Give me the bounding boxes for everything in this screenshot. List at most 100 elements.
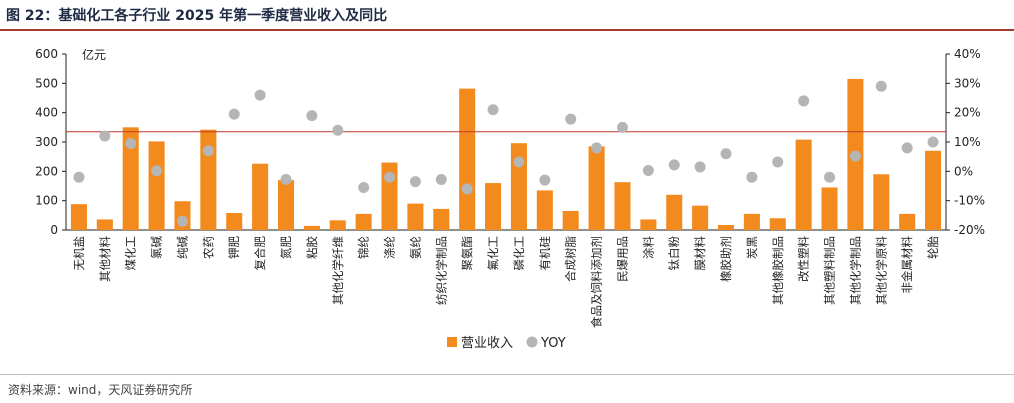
category-label: 氟化工 [486,236,500,271]
yoy-point [591,142,603,154]
yoy-point [875,80,887,92]
revenue-bar [536,190,553,230]
left-tick-label: 500 [35,76,58,90]
yoy-point [824,171,836,183]
revenue-bar [303,225,320,230]
category-label: 食品及饲料添加剂 [590,236,604,328]
category-label: 粘胶 [305,236,319,259]
category-label: 膜材料 [693,236,707,271]
right-tick-label: -10% [954,194,985,208]
left-tick-label: 300 [35,135,58,149]
left-tick-label: 200 [35,164,58,178]
yoy-point [228,108,240,120]
category-label: 农药 [201,236,215,259]
category-label: 氯碱 [150,236,164,259]
revenue-bar [148,141,165,230]
yoy-point [73,171,85,183]
revenue-bar [769,218,786,230]
source-divider [0,374,1014,375]
revenue-bar [717,225,735,230]
yoy-point [565,113,577,125]
category-label: 其他橡胶制品 [771,236,785,305]
category-label: 其他化学纤维 [331,236,345,305]
category-label: 聚氨酯 [460,236,474,271]
yoy-point [668,159,680,171]
category-label: 涂料 [641,236,655,259]
revenue-bar [692,205,709,230]
revenue-bar [666,194,683,230]
yoy-point [746,171,758,183]
yoy-point [151,165,163,177]
revenue-bar [510,143,527,230]
category-label: 涤纶 [383,236,397,259]
category-label: 其他塑料制品 [823,236,837,305]
category-label: 氮肥 [279,236,293,259]
category-label: 纺织化学制品 [434,236,448,305]
legend-yoy-swatch [526,336,538,348]
revenue-bar [459,88,476,230]
revenue-bar [407,203,424,230]
left-tick-label: 400 [35,106,58,120]
yoy-point [927,136,939,148]
yoy-point [616,121,628,133]
yoy-point [332,124,344,136]
chart-title: 图 22：基础化工各子行业 2025 年第一季度营业收入及同比 [6,8,388,24]
yoy-point [513,156,525,168]
category-label: 民爆用品 [615,236,629,282]
yoy-point [772,156,784,168]
revenue-bar [588,146,605,230]
yoy-point [798,95,810,107]
revenue-bar [226,212,243,230]
yoy-point [539,174,551,186]
yoy-point [694,161,706,173]
category-label: 氨纶 [408,236,422,259]
yoy-point [202,145,214,157]
right-tick-label: 0% [954,164,973,178]
category-label: 其他化学原料 [874,236,888,305]
yoy-point [358,181,370,193]
category-label: 钾肥 [227,236,241,259]
right-tick-label: 10% [954,135,981,149]
revenue-bar [329,220,346,230]
revenue-bar [485,183,502,230]
revenue-bar [795,139,812,230]
category-label: 无机盐 [72,236,86,271]
legend-yoy-label: YOY [540,336,566,351]
yoy-point [280,174,292,186]
revenue-bar [252,163,269,230]
source-note: 资料来源：wind，天风证券研究所 [8,383,193,397]
yoy-point [99,130,111,142]
yoy-point [409,176,421,188]
category-label: 非金属材料 [900,236,914,294]
category-label: 煤化工 [124,236,138,271]
revenue-bar [70,204,87,230]
revenue-bar [96,219,113,230]
yoy-point [176,215,188,227]
yoy-point [720,148,732,160]
yoy-point [487,104,499,116]
category-label: 复合肥 [253,236,267,271]
legend-revenue-swatch [447,337,457,347]
category-label: 有机硅 [538,236,552,271]
revenue-bar [614,182,631,230]
yoy-point [901,142,913,154]
category-label: 磷化工 [512,236,526,271]
category-label: 改性塑料 [797,236,811,282]
left-tick-label: 600 [35,47,58,61]
revenue-bar [562,210,579,230]
legend-revenue-label: 营业收入 [461,336,513,351]
category-label: 橡胶助剂 [719,236,733,282]
right-tick-label: 20% [954,106,981,120]
revenue-bar [200,129,217,230]
chart: 0 100 200 300 400 500 600 -20% -10% 0% 10% 20% 30% 40… [35,47,985,351]
revenue-bar [821,187,838,230]
revenue-bar [640,219,657,230]
left-tick-label: 0 [50,223,58,237]
revenue-bar [122,127,139,230]
category-label: 炭黑 [745,236,759,259]
revenue-bar [899,213,916,230]
category-label: 其他化学制品 [848,236,862,305]
left-axis-unit: 亿元 [82,47,106,62]
yoy-point [642,164,654,176]
yoy-point [306,110,318,122]
